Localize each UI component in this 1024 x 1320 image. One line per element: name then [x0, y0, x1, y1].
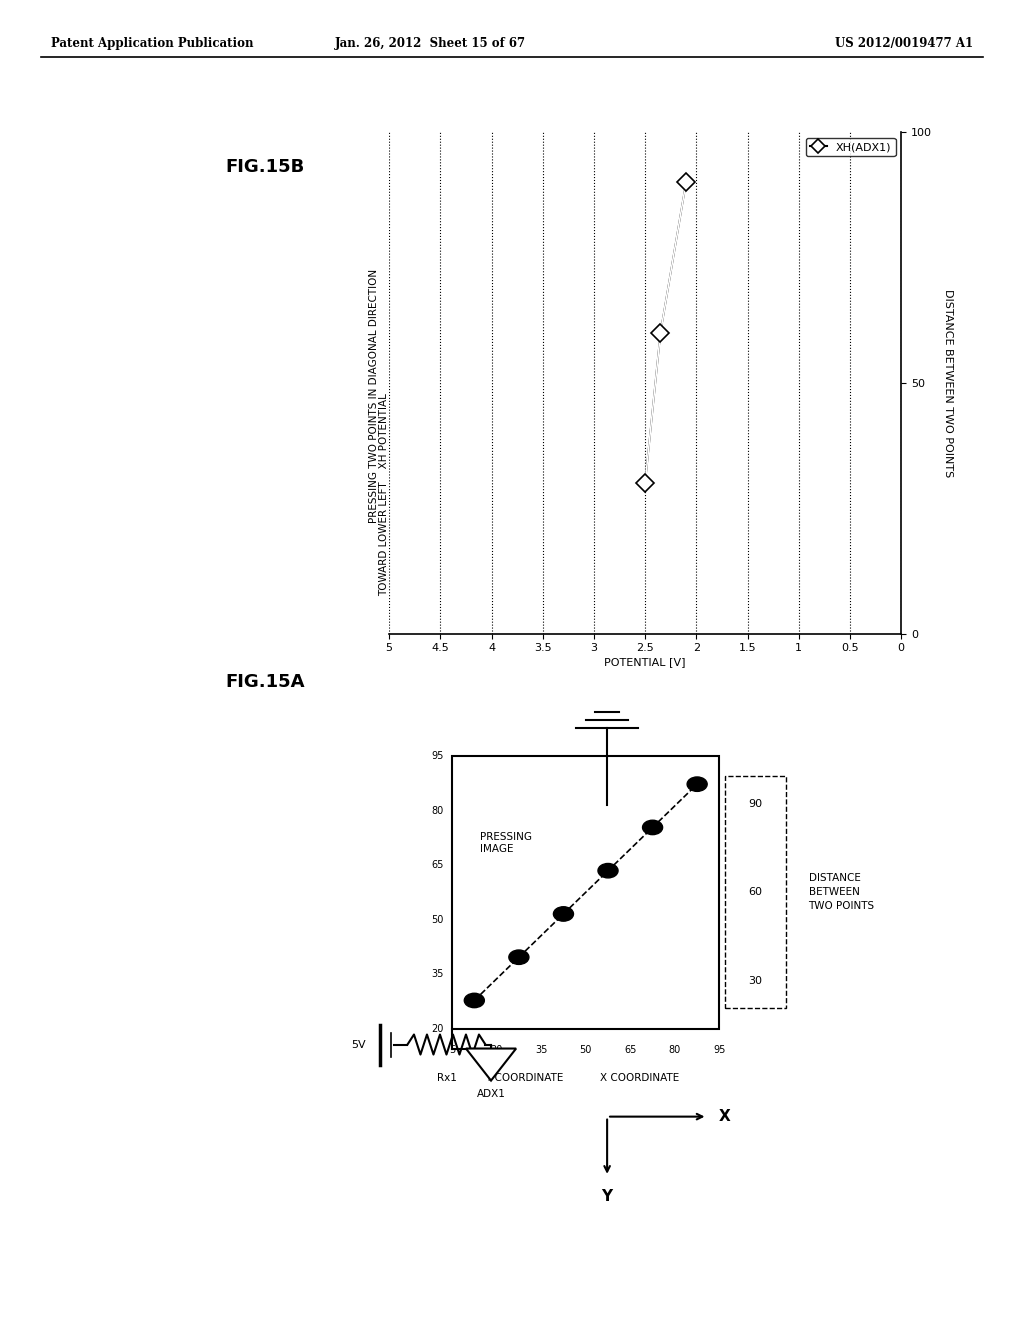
Text: X: X [719, 1109, 730, 1125]
Text: DISTANCE
BETWEEN
TWO POINTS: DISTANCE BETWEEN TWO POINTS [809, 874, 874, 911]
Text: US 2012/0019477 A1: US 2012/0019477 A1 [835, 37, 973, 50]
Text: 80: 80 [431, 805, 443, 816]
Text: Y COORDINATE: Y COORDINATE [485, 1073, 563, 1082]
Text: 50: 50 [431, 915, 443, 924]
Text: 50: 50 [580, 1044, 592, 1055]
Text: Jan. 26, 2012  Sheet 15 of 67: Jan. 26, 2012 Sheet 15 of 67 [335, 37, 525, 50]
Text: 95: 95 [431, 751, 443, 762]
Text: FIG.15B: FIG.15B [225, 158, 304, 177]
Text: X COORDINATE: X COORDINATE [600, 1073, 679, 1082]
Circle shape [464, 993, 484, 1007]
Text: Rx1: Rx1 [436, 1073, 457, 1082]
Text: 90: 90 [749, 799, 763, 809]
Text: 35: 35 [535, 1044, 548, 1055]
Text: 5: 5 [449, 1044, 455, 1055]
Y-axis label: DISTANCE BETWEEN TWO POINTS: DISTANCE BETWEEN TWO POINTS [943, 289, 953, 477]
Text: FIG.15A: FIG.15A [225, 673, 305, 692]
Text: Patent Application Publication: Patent Application Publication [51, 37, 254, 50]
Text: PRESSING
IMAGE: PRESSING IMAGE [480, 833, 531, 854]
Text: 65: 65 [624, 1044, 637, 1055]
Circle shape [509, 950, 529, 965]
Text: TOWARD LOWER LEFT    XH POTENTIAL: TOWARD LOWER LEFT XH POTENTIAL [379, 393, 389, 597]
Text: 60: 60 [749, 887, 763, 898]
Text: 65: 65 [431, 861, 443, 870]
Polygon shape [466, 1048, 516, 1081]
Text: ADX1: ADX1 [476, 1089, 506, 1098]
Text: Y: Y [601, 1189, 612, 1204]
Legend: XH(ADX1): XH(ADX1) [806, 137, 896, 157]
Text: 5V: 5V [351, 1040, 366, 1049]
Circle shape [553, 907, 573, 921]
Circle shape [642, 820, 663, 834]
Bar [725, 776, 786, 1008]
Text: 80: 80 [669, 1044, 681, 1055]
X-axis label: POTENTIAL [V]: POTENTIAL [V] [604, 657, 686, 668]
Text: 95: 95 [714, 1044, 726, 1055]
Text: 20: 20 [490, 1044, 503, 1055]
Text: PRESSING TWO POINTS IN DIAGONAL DIRECTION: PRESSING TWO POINTS IN DIAGONAL DIRECTIO… [369, 269, 379, 523]
Text: 35: 35 [431, 969, 443, 979]
Bar [452, 756, 720, 1028]
Circle shape [598, 863, 618, 878]
Circle shape [687, 777, 708, 792]
Text: 30: 30 [749, 975, 763, 986]
Text: 20: 20 [431, 1023, 443, 1034]
